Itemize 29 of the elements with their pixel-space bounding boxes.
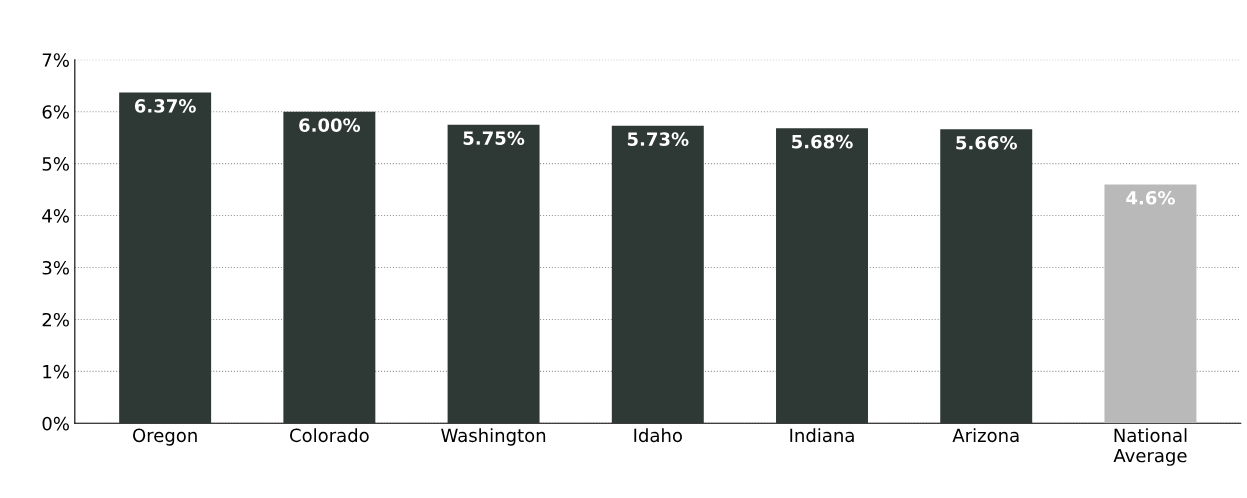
x-tick-label: Washington [441, 428, 546, 446]
data-label: 6.37% [134, 99, 196, 113]
x-tick-label: National Average [1113, 428, 1187, 466]
y-tick-label: 5% [42, 157, 69, 171]
bar [940, 129, 1033, 424]
x-tick-label: Colorado [290, 428, 369, 443]
x-tick-label: Arizona [952, 428, 1019, 443]
x-tick-label: Oregon [133, 428, 197, 446]
bar [1104, 184, 1197, 424]
data-label: 5.66% [956, 135, 1017, 150]
y-tick-label: 4% [42, 209, 69, 223]
x-tick-label: Idaho [634, 428, 682, 443]
data-label: 6.00% [299, 118, 361, 132]
x-tick-label: Indiana [790, 428, 854, 443]
data-label: 5.75% [463, 131, 525, 145]
bar [283, 111, 376, 424]
bar [447, 124, 540, 424]
data-label: 5.73% [627, 132, 689, 146]
bar [611, 125, 704, 424]
data-label: 4.6% [1126, 190, 1175, 205]
y-tick-label: 2% [42, 312, 69, 327]
bar [776, 128, 868, 424]
y-tick-label: 1% [43, 364, 69, 379]
data-label: 5.68% [792, 134, 853, 149]
bar [119, 92, 212, 424]
y-tick-label: 3% [42, 260, 69, 275]
y-tick-label: 0% [42, 416, 69, 431]
y-tick-label: 7% [42, 53, 69, 67]
y-tick-label: 6% [42, 105, 69, 119]
